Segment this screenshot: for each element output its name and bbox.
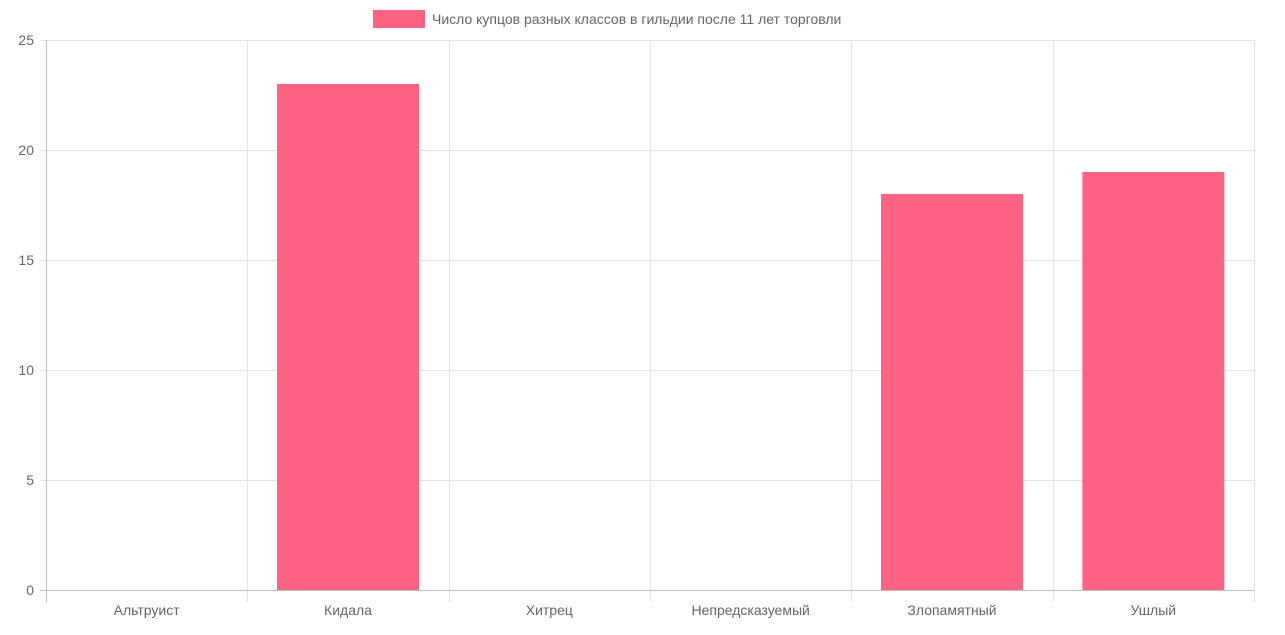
legend-swatch[interactable] [373, 10, 425, 28]
grid-lines [46, 40, 1255, 590]
bars [277, 84, 1225, 590]
bar[interactable] [1082, 172, 1225, 590]
y-tick-label: 0 [26, 582, 34, 598]
y-tick-label: 25 [18, 32, 34, 48]
bar[interactable] [277, 84, 419, 590]
x-tick-label: Злопамятный [907, 602, 996, 618]
x-tick-label: Кидала [324, 602, 372, 618]
x-tick-label: Непредсказуемый [691, 602, 809, 618]
axes [40, 40, 1255, 602]
tick-labels: 0 5 10 15 20 25 Альтруист Кидала Хитрец Непредска… [18, 32, 1176, 618]
x-tick-label: Хитрец [526, 602, 573, 618]
y-tick-label: 5 [26, 472, 34, 488]
x-tick-label: Ушлый [1131, 602, 1177, 618]
legend[interactable]: Число купцов разных классов в гильдии по… [373, 10, 841, 28]
y-tick-label: 20 [18, 142, 34, 158]
x-tick-label: Альтруист [114, 602, 181, 618]
legend-label[interactable]: Число купцов разных классов в гильдии по… [432, 11, 841, 27]
y-tick-label: 15 [18, 252, 34, 268]
bar[interactable] [881, 194, 1023, 590]
y-tick-label: 10 [18, 362, 34, 378]
